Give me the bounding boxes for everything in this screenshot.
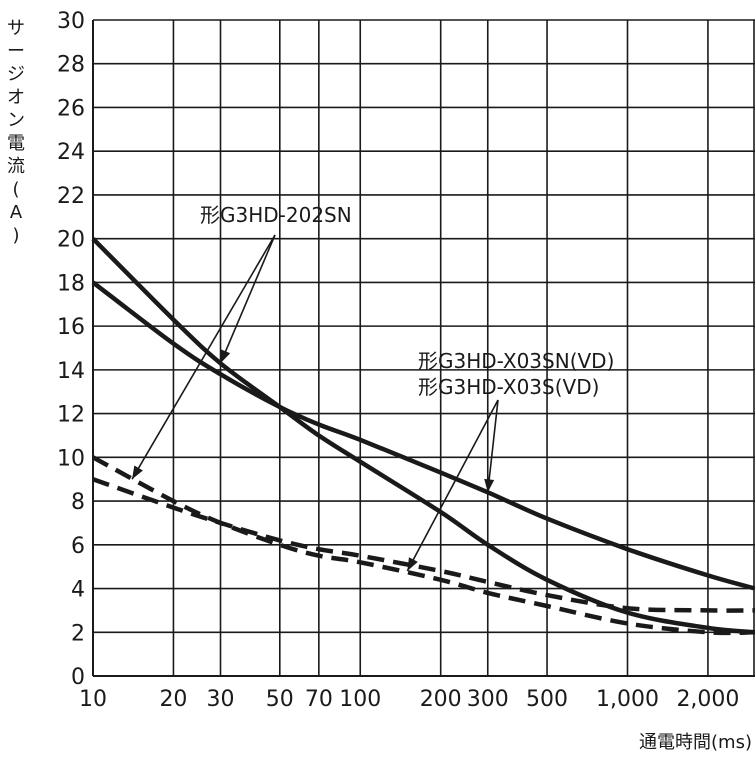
y-tick-label: 28	[57, 53, 85, 78]
series-line-solid	[91, 280, 755, 591]
annotation-label: 形G3HD-202SN	[200, 203, 352, 227]
x-tick-labels: 10 20 30 50 70 100 200 300 500 1,000 2,000	[79, 687, 739, 712]
y-axis-title-char: )	[12, 225, 19, 246]
y-tick-label: 18	[57, 271, 85, 296]
x-tick-label: 1,000	[596, 687, 659, 712]
annotation-arrow	[219, 234, 276, 364]
y-axis-title-char: ン	[7, 110, 25, 131]
y-axis-title-char: 流	[7, 156, 25, 177]
y-axis-title: サージオン電流(A)	[7, 18, 25, 246]
series-line-dashed	[92, 477, 755, 613]
series-line-dashed	[91, 455, 755, 636]
y-tick-label: 26	[57, 96, 85, 121]
y-tick-label: 8	[71, 490, 85, 515]
annotation-arrow	[406, 399, 499, 572]
series-lines	[91, 237, 755, 636]
y-tick-label: 24	[57, 140, 85, 165]
arrow-head	[132, 465, 143, 480]
x-tick-label: 70	[305, 687, 333, 712]
y-axis-title-char: (	[12, 179, 19, 200]
x-tick-label: 30	[207, 687, 235, 712]
annotation-arrows	[131, 234, 499, 572]
y-tick-label: 4	[71, 578, 85, 603]
arrow-head	[220, 349, 231, 364]
annotation-arrow	[131, 234, 276, 480]
y-axis-title-char: サ	[7, 18, 25, 39]
y-axis-title-char: ジ	[7, 64, 25, 85]
annotations: 形G3HD-202SN 形G3HD-X03SN(VD)形G3HD-X03S(VD)	[200, 203, 614, 399]
y-axis-title-char: A	[10, 202, 23, 223]
y-tick-label: 16	[57, 315, 85, 340]
series-line-solid	[91, 237, 755, 635]
x-tick-label: 100	[339, 687, 381, 712]
y-tick-label: 22	[57, 184, 85, 209]
y-tick-label: 10	[57, 446, 85, 471]
y-axis-title-char: ー	[7, 41, 25, 62]
arrow-head	[484, 478, 495, 493]
x-axis-title: 通電時間(ms)	[639, 732, 752, 753]
annotation-label: 形G3HD-X03SN(VD)	[418, 349, 614, 373]
x-tick-label: 500	[526, 687, 568, 712]
x-tick-label: 300	[467, 687, 509, 712]
x-tick-label: 200	[420, 687, 462, 712]
x-tick-label: 20	[159, 687, 187, 712]
x-tick-label: 10	[79, 687, 107, 712]
y-axis-title-char: オ	[7, 87, 25, 108]
annotation-label: 形G3HD-X03S(VD)	[418, 375, 599, 399]
y-tick-label: 30	[57, 9, 85, 34]
x-tick-label: 2,000	[676, 687, 739, 712]
x-tick-label: 50	[266, 687, 294, 712]
grid	[92, 19, 755, 677]
y-tick-label: 6	[71, 534, 85, 559]
y-tick-label: 12	[57, 403, 85, 428]
y-axis-title-char: 電	[7, 133, 25, 154]
y-tick-label: 0	[71, 665, 85, 690]
y-tick-label: 20	[57, 228, 85, 253]
annotation-arrow	[486, 399, 499, 493]
arrow-head	[407, 557, 418, 572]
y-tick-label: 2	[71, 621, 85, 646]
y-tick-label: 14	[57, 359, 85, 384]
